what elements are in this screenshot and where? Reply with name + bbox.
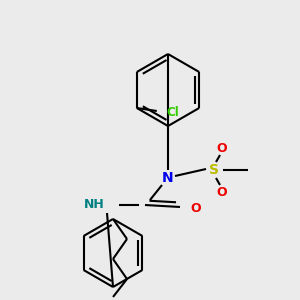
- Text: Cl: Cl: [167, 106, 180, 119]
- Text: O: O: [217, 185, 227, 199]
- Text: O: O: [217, 142, 227, 154]
- Text: O: O: [190, 202, 201, 214]
- Text: NH: NH: [84, 199, 105, 212]
- Text: N: N: [162, 171, 174, 185]
- Text: S: S: [209, 163, 219, 177]
